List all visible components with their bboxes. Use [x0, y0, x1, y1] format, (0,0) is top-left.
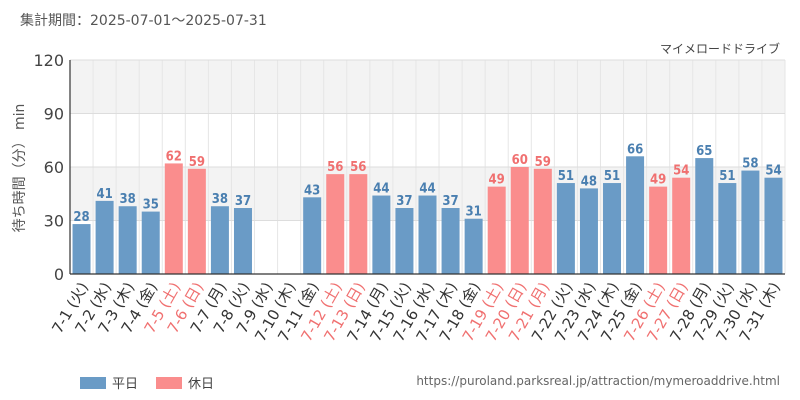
bar-27: [672, 177, 691, 274]
bar-29: [718, 183, 737, 274]
bar-23: [579, 188, 598, 274]
bar-28: [695, 158, 714, 274]
value-label-20: 60: [512, 153, 528, 168]
value-label-16: 44: [419, 182, 435, 197]
legend-item-holiday: 休日: [156, 373, 214, 392]
bar-3: [118, 206, 137, 274]
bar-16: [418, 195, 437, 274]
value-label-18: 31: [465, 205, 481, 220]
legend-swatch-holiday: [156, 376, 183, 389]
value-label-11: 43: [304, 183, 320, 198]
grid-band: [70, 60, 785, 114]
legend-item-weekday: 平日: [80, 373, 138, 392]
source-url: https://puroland.parksreal.jp/attraction…: [416, 374, 780, 388]
y-tick-label: 120: [33, 51, 64, 70]
y-tick-label: 60: [44, 158, 64, 177]
bar-31: [764, 177, 783, 274]
bar-11: [303, 197, 322, 274]
bar-8: [233, 208, 252, 274]
bar-14: [372, 195, 391, 274]
value-label-27: 54: [673, 164, 689, 179]
value-label-14: 44: [373, 182, 389, 197]
value-label-25: 66: [627, 142, 643, 157]
label-layer: 28 41 38 35 62 59 38 37 43 56 56 44 37 44 37 31 49 60 59 51…: [73, 142, 781, 225]
value-label-17: 37: [442, 194, 458, 209]
bar-18: [464, 218, 483, 274]
y-tick-label: 30: [44, 212, 64, 231]
bar-layer: [72, 156, 783, 274]
value-label-31: 54: [765, 164, 781, 179]
value-label-4: 35: [143, 198, 159, 213]
bar-4: [141, 211, 160, 274]
bar-30: [741, 170, 760, 274]
attraction-name: マイメロードドライブ: [659, 42, 780, 56]
bar-25: [626, 156, 645, 274]
bar-7: [210, 206, 229, 274]
y-axis-label: 待ち時間（分） min: [12, 104, 28, 233]
bar-15: [395, 208, 414, 274]
value-label-12: 56: [327, 160, 343, 175]
value-label-13: 56: [350, 160, 366, 175]
y-tick-label: 0: [54, 265, 64, 284]
bar-5: [164, 163, 183, 274]
value-label-21: 59: [535, 155, 551, 170]
y-tick-label: 90: [44, 105, 64, 124]
bar-17: [441, 208, 460, 274]
bar-1: [72, 224, 91, 274]
bar-21: [533, 168, 552, 274]
value-label-2: 41: [96, 187, 112, 202]
bar-2: [95, 200, 114, 274]
legend: 平日 休日: [80, 373, 214, 392]
value-label-30: 58: [742, 157, 758, 172]
value-label-23: 48: [581, 174, 597, 189]
value-label-26: 49: [650, 173, 666, 188]
value-label-1: 28: [73, 210, 89, 225]
value-label-3: 38: [120, 192, 136, 207]
value-label-29: 51: [719, 169, 735, 184]
bar-22: [556, 183, 575, 274]
collection-period: 集計期間：2025-07-01～2025-07-31: [20, 13, 267, 29]
value-label-15: 37: [396, 194, 412, 209]
bar-6: [187, 168, 206, 274]
value-label-6: 59: [189, 155, 205, 170]
bar-20: [510, 167, 529, 274]
wait-time-bar-chart: 28 41 38 35 62 59 38 37 43 56 56 44 37 44 37 31 49 60 59 51…: [12, 51, 786, 345]
value-label-5: 62: [166, 149, 182, 164]
bar-19: [487, 186, 506, 274]
legend-label-weekday: 平日: [112, 377, 139, 392]
value-label-22: 51: [558, 169, 574, 184]
legend-swatch-weekday: [80, 376, 106, 389]
legend-label-holiday: 休日: [188, 377, 215, 392]
bar-13: [349, 174, 368, 274]
grid-band: [70, 113, 785, 167]
value-label-7: 38: [212, 192, 228, 207]
bar-26: [649, 186, 668, 274]
value-label-19: 49: [489, 173, 505, 188]
value-label-8: 37: [235, 194, 251, 209]
bar-12: [326, 174, 345, 274]
value-label-28: 65: [696, 144, 712, 159]
bar-24: [603, 183, 622, 274]
value-label-24: 51: [604, 169, 620, 184]
